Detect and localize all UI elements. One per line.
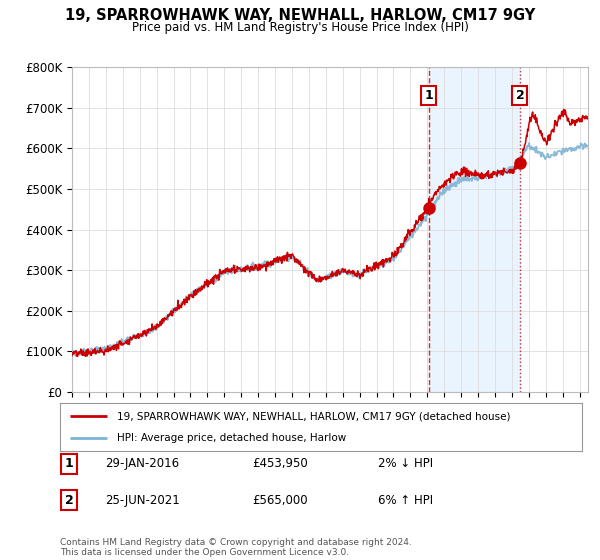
Text: 1: 1 (65, 457, 73, 470)
Text: HPI: Average price, detached house, Harlow: HPI: Average price, detached house, Harl… (118, 433, 347, 443)
Bar (428, 67, 520, 392)
Text: £453,950: £453,950 (252, 457, 308, 470)
Text: 6% ↑ HPI: 6% ↑ HPI (378, 493, 433, 507)
Text: 19, SPARROWHAWK WAY, NEWHALL, HARLOW, CM17 9GY (detached house): 19, SPARROWHAWK WAY, NEWHALL, HARLOW, CM… (118, 411, 511, 421)
Text: Price paid vs. HM Land Registry's House Price Index (HPI): Price paid vs. HM Land Registry's House … (131, 21, 469, 34)
Text: 2: 2 (65, 493, 73, 507)
Text: 25-JUN-2021: 25-JUN-2021 (105, 493, 180, 507)
Text: 2% ↓ HPI: 2% ↓ HPI (378, 457, 433, 470)
Text: 2: 2 (515, 89, 524, 102)
Text: Contains HM Land Registry data © Crown copyright and database right 2024.
This d: Contains HM Land Registry data © Crown c… (60, 538, 412, 557)
Text: 29-JAN-2016: 29-JAN-2016 (105, 457, 179, 470)
Text: £565,000: £565,000 (252, 493, 308, 507)
Text: 1: 1 (424, 89, 433, 102)
Text: 19, SPARROWHAWK WAY, NEWHALL, HARLOW, CM17 9GY: 19, SPARROWHAWK WAY, NEWHALL, HARLOW, CM… (65, 8, 535, 24)
